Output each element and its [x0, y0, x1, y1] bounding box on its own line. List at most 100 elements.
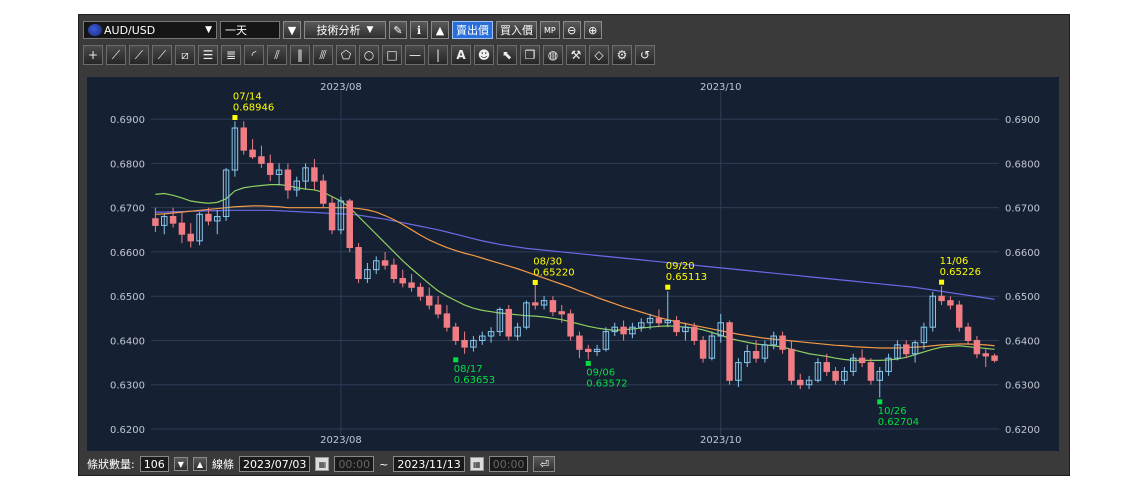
ma-long-line [155, 209, 995, 300]
trendline-tool[interactable]: ⟋ [106, 45, 126, 65]
magnet-icon: ◍ [547, 48, 559, 62]
ellipse-icon: ○ [363, 48, 375, 62]
copy-tool[interactable]: ❐ [520, 45, 540, 65]
eraser-tool[interactable]: ◇ [589, 45, 609, 65]
x-tick-label-top: 2023/10 [700, 82, 742, 93]
zoom-out-button[interactable]: ⊖ [562, 21, 581, 39]
candle-down [558, 311, 565, 315]
y-tick-label-right: 0.6300 [1005, 381, 1040, 392]
area-chart-button[interactable]: ▲ [431, 21, 449, 39]
candle-down [779, 335, 786, 350]
line-label: 線條 [212, 458, 235, 471]
symbol-label: AUD/USD [104, 23, 156, 37]
candle-down [947, 300, 954, 306]
candle-down [187, 233, 194, 242]
pencil-button[interactable]: ✎ [389, 21, 407, 39]
chart-window: AUD/USD ▼ 一天 ▼ 技術分析 ▼ ✎ ℹ ▲ 賣出價 買入價 MP ⊖… [78, 14, 1070, 476]
extreme-marker [532, 279, 538, 285]
info-button[interactable]: ℹ [410, 21, 428, 39]
start-time-field[interactable]: 00:00 [334, 456, 375, 472]
candle-up [761, 344, 769, 359]
calendar-icon[interactable]: ▦ [315, 457, 330, 471]
y-tick-label-right: 0.6200 [1005, 425, 1040, 436]
candle-down [381, 260, 389, 266]
crosshair-icon: + [87, 48, 99, 62]
time-zones-tool[interactable]: ‖ [290, 45, 310, 65]
ruler-tool[interactable]: ⧄ [175, 45, 195, 65]
candle-down [346, 200, 353, 249]
decrease-button[interactable]: ▼ [173, 457, 188, 471]
candle-down [505, 308, 512, 337]
wrench-tool[interactable]: ⚒ [566, 45, 586, 65]
indicators-label: 技術分析 [316, 24, 361, 37]
horizontal-line-tool[interactable]: — [405, 45, 425, 65]
icon-tool[interactable]: ☻ [474, 45, 494, 65]
ray-tool[interactable]: ⟋ [129, 45, 149, 65]
candle-down [973, 339, 981, 355]
annotation-value: 0.65226 [940, 267, 981, 278]
cursor-icon: ⬉ [501, 48, 513, 62]
channel-tool[interactable]: ☰ [198, 45, 218, 65]
calendar-icon[interactable]: ▦ [469, 457, 484, 471]
fibonacci-tool[interactable]: ≣ [221, 45, 241, 65]
magnet-tool[interactable]: ◍ [543, 45, 563, 65]
pentagon-icon: ⬠ [340, 48, 352, 62]
y-tick-label-left: 0.6700 [110, 204, 145, 215]
indicators-button[interactable]: 技術分析 ▼ [304, 21, 386, 39]
candle-up [222, 169, 230, 218]
info-icon: ℹ [416, 23, 422, 37]
settings-tool[interactable]: ⚙ [612, 45, 632, 65]
text-tool[interactable]: A [451, 45, 471, 65]
candle-down [867, 362, 875, 381]
candlestick-chart[interactable]: 07/140.68946 08/170.63653 08/300.65220 09/0… [87, 77, 1059, 451]
end-date-field[interactable]: 2023/11/13 [393, 456, 465, 472]
start-date-field[interactable]: 2023/07/03 [239, 456, 311, 472]
settings-icon: ⚙ [616, 48, 628, 62]
symbol-select[interactable]: AUD/USD ▼ [83, 21, 217, 39]
drawing-toolbar: + ⟋ ⟋ ⟋ ⧄ ☰ ≣ ◜ ⫽ ‖ ⫻ ⬠ ○ □ — | A ☻ ⬉ ❐ … [83, 44, 655, 66]
candle-down [267, 162, 274, 175]
end-time-field[interactable]: 00:00 [488, 456, 529, 472]
sell-price-button[interactable]: 賣出價 [452, 21, 493, 39]
rectangle-tool[interactable]: □ [382, 45, 402, 65]
chevron-down-icon: ▼ [366, 25, 374, 35]
annotation-value: 0.68946 [233, 103, 274, 114]
undo-tool[interactable]: ↺ [635, 45, 655, 65]
bar-count-field[interactable]: 106 [139, 456, 169, 472]
return-button[interactable]: ⏎ [533, 456, 556, 472]
increase-button[interactable]: ▲ [192, 457, 208, 471]
y-tick-label-left: 0.6300 [110, 381, 145, 392]
ellipse-tool[interactable]: ○ [359, 45, 379, 65]
smiley-icon: ☻ [477, 48, 491, 62]
mp-button[interactable]: MP [540, 21, 560, 39]
y-tick-label-right: 0.6500 [1005, 292, 1040, 303]
candle-up [487, 331, 495, 337]
cursor-tool[interactable]: ⬉ [497, 45, 517, 65]
candle-down [399, 277, 406, 284]
candle-up [717, 322, 724, 337]
crosshair-tool[interactable]: + [83, 45, 103, 65]
chevron-down-icon: ▼ [205, 25, 212, 35]
zoom-in-button[interactable]: ⊕ [583, 21, 602, 39]
candle-up [885, 357, 892, 372]
fan-tool[interactable]: ◜ [244, 45, 264, 65]
pentagon-tool[interactable]: ⬠ [336, 45, 356, 65]
candle-down [938, 295, 945, 302]
period-dropdown-button[interactable]: ▼ [283, 21, 301, 39]
period-select[interactable]: 一天 [220, 21, 280, 39]
candle-up [540, 300, 548, 306]
y-tick-label-right: 0.6700 [1005, 204, 1040, 215]
candle-up [214, 216, 221, 222]
extended-line-tool[interactable]: ⟋ [152, 45, 172, 65]
candle-down [258, 156, 265, 164]
candle-down [355, 247, 362, 279]
candle-up [602, 331, 610, 350]
vertical-line-tool[interactable]: | [428, 45, 448, 65]
zoom-in-icon: ⊕ [588, 23, 598, 37]
buy-price-button[interactable]: 買入價 [496, 21, 537, 39]
y-tick-label-right: 0.6400 [1005, 336, 1040, 347]
gann-tool[interactable]: ⫽ [267, 45, 287, 65]
pitchfork-tool[interactable]: ⫻ [313, 45, 333, 65]
candle-up [275, 169, 283, 175]
period-label: 一天 [225, 24, 247, 37]
